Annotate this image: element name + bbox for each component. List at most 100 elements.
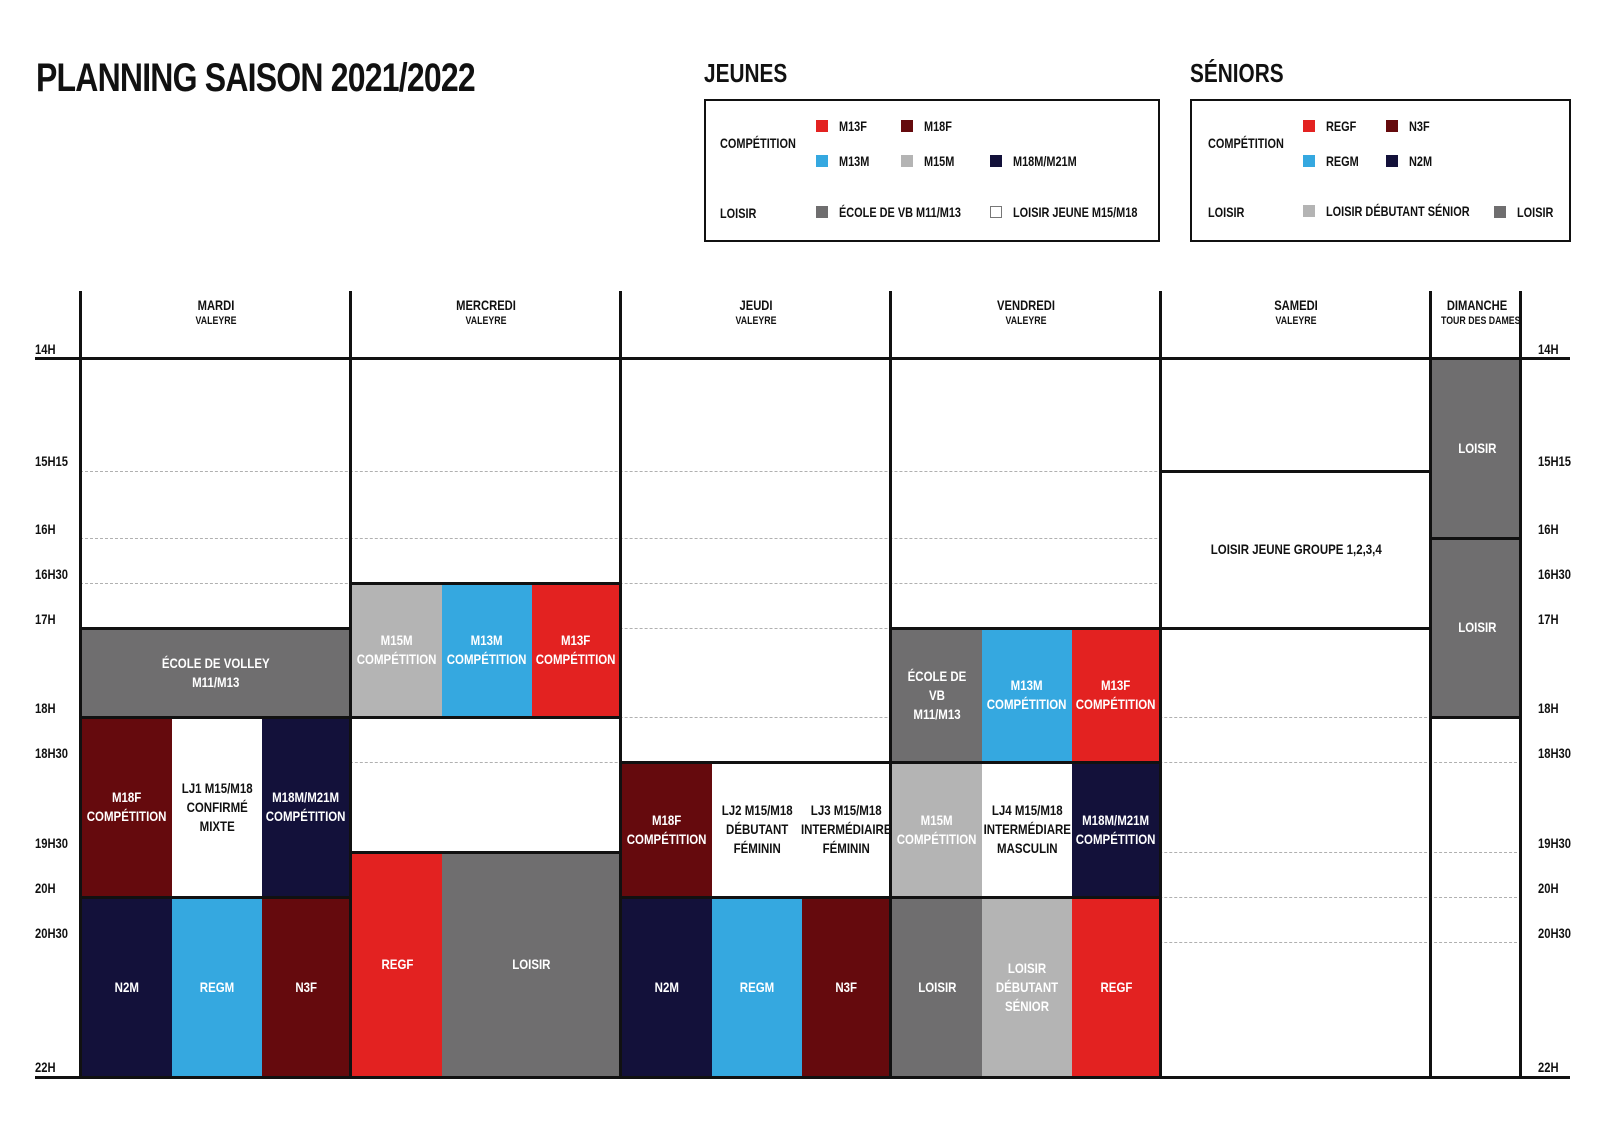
time-label-right: 20H — [1538, 880, 1559, 896]
time-label-left: 19H30 — [35, 835, 69, 851]
day-name: MERCREDI — [456, 297, 516, 313]
legend-swatch-m13f — [816, 120, 828, 132]
time-label-right: 18H — [1538, 700, 1559, 716]
guide-line-16h — [80, 538, 1522, 539]
time-label-left: 18H — [35, 700, 56, 716]
day-header-samedi: SAMEDI VALEYRE — [1162, 297, 1430, 328]
day-location: VALEYRE — [1005, 315, 1047, 327]
time-label-right: 19H30 — [1538, 835, 1572, 851]
day-name: DIMANCHE — [1446, 297, 1508, 313]
day-name: JEUDI — [739, 297, 773, 313]
legend-swatch-loisir-jeune — [990, 206, 1002, 218]
legend-item-loisir-debutant: LOISIR DÉBUTANT SÉNIOR — [1326, 203, 1470, 219]
legend-item-regf: REGF — [1326, 118, 1357, 134]
divider — [352, 851, 620, 854]
block-jeudi-n2m: N2M — [622, 897, 712, 1077]
block-mardi-n2m: N2M — [82, 897, 172, 1077]
day-location: TOUR DES DAMES — [1441, 315, 1521, 327]
legend-item-ecole: ÉCOLE DE VB M11/M13 — [839, 204, 961, 220]
time-label-right: 14H — [1538, 341, 1559, 357]
divider — [1432, 537, 1522, 540]
divider — [622, 896, 890, 899]
block-vendredi-lj4: LJ4 M15/M18 INTERMÉDIARE MASCULIN — [982, 762, 1072, 897]
time-label-left: 18H30 — [35, 745, 69, 761]
day-header-jeudi: JEUDI VALEYRE — [622, 297, 890, 328]
block-vendredi-m13f: M13F COMPÉTITION — [1072, 628, 1160, 762]
block-mercredi-m13f: M13F COMPÉTITION — [532, 583, 620, 717]
legend-jeunes-box: COMPÉTITION LOISIR M13F M18F M13M M15M M… — [704, 99, 1160, 242]
column-line — [1159, 291, 1162, 1079]
divider — [1162, 470, 1430, 473]
time-label-right: 15H15 — [1538, 453, 1572, 469]
guide-line-17h — [80, 628, 1522, 629]
legend-seniors-box: COMPÉTITION LOISIR REGF N3F REGM N2M LOI… — [1190, 99, 1571, 242]
block-jeudi-regm: REGM — [712, 897, 802, 1077]
time-label-right: 17H — [1538, 611, 1559, 627]
block-mardi-m18m: M18M/M21M COMPÉTITION — [262, 717, 350, 897]
legend-swatch-loisir — [1494, 206, 1506, 218]
legend-swatch-loisir-debutant — [1303, 205, 1315, 217]
legend-swatch-regf — [1303, 120, 1315, 132]
divider — [892, 627, 1160, 630]
legend-swatch-n2m — [1386, 155, 1398, 167]
day-location: VALEYRE — [1275, 315, 1317, 327]
block-mercredi-m15m: M15M COMPÉTITION — [352, 583, 442, 717]
block-jeudi-lj3: LJ3 M15/M18 INTERMÉDIAIRE FÉMININ — [801, 762, 891, 897]
block-mercredi-m13m: M13M COMPÉTITION — [442, 583, 532, 717]
divider — [622, 761, 890, 764]
block-vendredi-loisir: LOISIR — [892, 897, 982, 1077]
divider — [1432, 716, 1522, 719]
block-jeudi-n3f: N3F — [802, 897, 890, 1077]
block-jeudi-m18f: M18F COMPÉTITION — [622, 762, 712, 897]
legend-swatch-m13m — [816, 155, 828, 167]
column-line — [349, 291, 352, 1079]
divider — [82, 627, 350, 630]
column-line — [889, 291, 892, 1079]
divider — [892, 896, 1160, 899]
legend-jeunes-competition-label: COMPÉTITION — [720, 135, 796, 151]
column-line — [1519, 291, 1522, 1079]
block-vendredi-ecole-vb: ÉCOLE DE VB M11/M13 — [892, 628, 982, 762]
block-vendredi-m18m: M18M/M21M COMPÉTITION — [1072, 762, 1160, 897]
column-line — [1429, 291, 1432, 1079]
block-vendredi-m13m: M13M COMPÉTITION — [982, 628, 1072, 762]
time-label-left: 16H — [35, 521, 56, 537]
block-dimanche-loisir-2: LOISIR — [1432, 538, 1522, 717]
legend-item-m18f: M18F — [924, 118, 952, 134]
legend-jeunes-loisir-label: LOISIR — [720, 205, 757, 221]
column-line — [79, 291, 82, 1079]
legend-swatch-n3f — [1386, 120, 1398, 132]
day-header-mercredi: MERCREDI VALEYRE — [352, 297, 620, 328]
block-jeudi-lj2: LJ2 M15/M18 DÉBUTANT FÉMININ — [712, 762, 802, 897]
block-mardi-ecole-volley: ÉCOLE DE VOLLEY M11/M13 — [82, 628, 350, 717]
legend-seniors-competition-label: COMPÉTITION — [1208, 135, 1284, 151]
grid-bottom-line — [35, 1076, 1570, 1079]
legend-seniors-heading: SÉNIORS — [1190, 58, 1284, 88]
legend-item-m13f: M13F — [839, 118, 867, 134]
legend-item-n3f: N3F — [1409, 118, 1430, 134]
time-label-left: 14H — [35, 341, 56, 357]
time-label-left: 20H30 — [35, 925, 69, 941]
legend-swatch-ecole — [816, 206, 828, 218]
block-mardi-regm: REGM — [172, 897, 262, 1077]
day-location: VALEYRE — [735, 315, 777, 327]
legend-item-regm: REGM — [1326, 153, 1359, 169]
block-mardi-lj1: LJ1 M15/M18 CONFIRMÉ MIXTE — [172, 717, 262, 897]
day-name: MARDI — [197, 297, 235, 313]
legend-item-m18m: M18M/M21M — [1013, 153, 1077, 169]
divider — [1162, 627, 1430, 630]
legend-seniors-loisir-label: LOISIR — [1208, 204, 1245, 220]
time-label-left: 16H30 — [35, 566, 69, 582]
divider — [892, 761, 1160, 764]
column-line — [619, 291, 622, 1079]
guide-line-16h30 — [80, 583, 1522, 584]
legend-item-m13m: M13M — [839, 153, 870, 169]
day-header-dimanche: DIMANCHE TOUR DES DAMES — [1432, 297, 1522, 328]
day-name: SAMEDI — [1274, 297, 1318, 313]
legend-item-n2m: N2M — [1409, 153, 1433, 169]
divider — [82, 716, 350, 719]
divider — [352, 716, 620, 719]
legend-swatch-m18f — [901, 120, 913, 132]
time-label-right: 22H — [1538, 1059, 1559, 1075]
